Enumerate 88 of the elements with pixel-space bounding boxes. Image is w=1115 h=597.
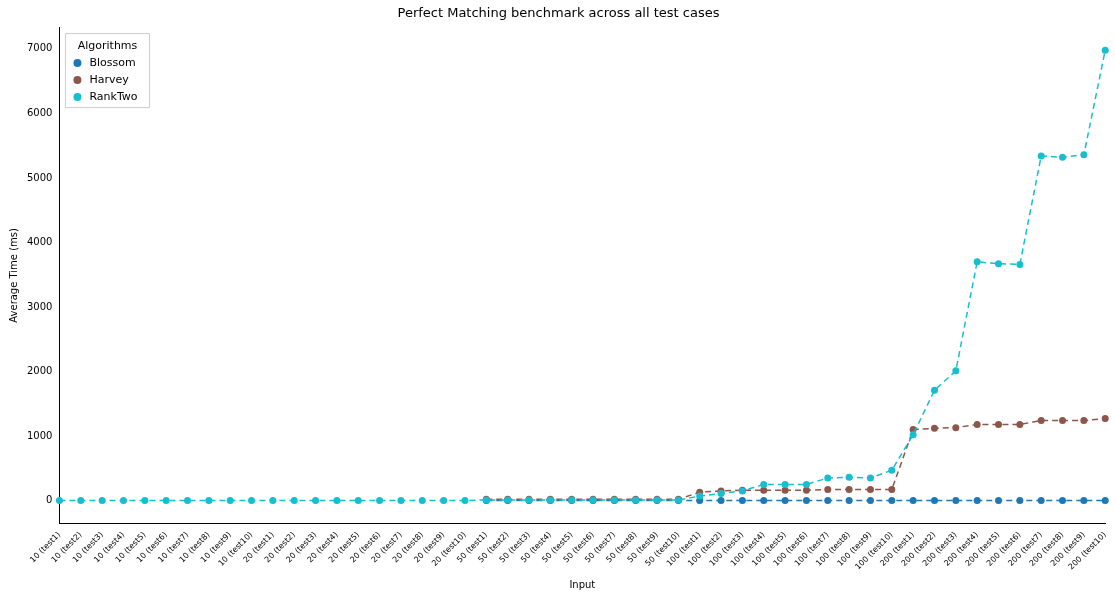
point	[781, 486, 789, 494]
point	[866, 497, 874, 505]
x-axis-title: Input	[569, 578, 596, 590]
point	[1037, 152, 1045, 160]
point	[973, 258, 981, 266]
point	[226, 497, 234, 505]
point	[930, 497, 938, 505]
point	[1101, 415, 1109, 423]
point	[205, 497, 213, 505]
point	[995, 420, 1002, 428]
point	[1101, 497, 1109, 505]
point	[1080, 497, 1088, 505]
point	[888, 497, 896, 505]
point	[1037, 417, 1045, 425]
point	[1101, 46, 1109, 54]
y-tick-label: 3000	[27, 300, 53, 312]
point	[760, 480, 768, 488]
point	[1080, 417, 1088, 425]
point	[119, 497, 127, 505]
point	[973, 420, 981, 428]
point	[333, 497, 341, 505]
legend-label: Harvey	[89, 72, 130, 86]
point	[1080, 151, 1088, 159]
point	[781, 480, 789, 488]
point	[1059, 153, 1067, 161]
point	[760, 497, 768, 505]
y-tick-label: 6000	[27, 107, 53, 119]
point	[290, 497, 298, 505]
point	[184, 497, 191, 505]
point	[738, 497, 746, 505]
point	[354, 497, 362, 505]
point	[1016, 420, 1024, 428]
point	[1016, 497, 1024, 505]
point	[888, 486, 896, 494]
point	[824, 486, 832, 494]
point	[1016, 260, 1024, 268]
y-axis-title: Average Time (ms)	[7, 227, 19, 323]
y-tick-label: 0	[46, 494, 53, 506]
point	[98, 497, 106, 505]
point	[995, 497, 1002, 505]
point	[461, 497, 469, 505]
point	[376, 497, 384, 505]
point	[760, 486, 768, 494]
y-tick-label: 7000	[27, 42, 53, 54]
point	[141, 497, 149, 505]
point	[418, 497, 426, 505]
point	[930, 424, 938, 432]
point	[909, 431, 917, 439]
point	[397, 497, 405, 505]
point	[888, 466, 896, 474]
point	[696, 492, 704, 500]
point	[1037, 497, 1045, 505]
point	[952, 497, 960, 505]
point	[77, 497, 85, 505]
point	[802, 486, 810, 494]
point	[845, 497, 853, 505]
legend-title: Algorithms	[77, 38, 138, 52]
point	[866, 486, 874, 494]
y-tick-label: 1000	[27, 429, 53, 441]
point	[162, 497, 170, 505]
point	[909, 497, 917, 505]
y-tick-label: 4000	[27, 236, 53, 248]
point	[781, 497, 789, 505]
y-tick-label: 2000	[27, 365, 53, 377]
point	[1059, 417, 1067, 425]
point	[952, 367, 960, 375]
point	[973, 497, 981, 505]
point	[802, 497, 810, 505]
point	[824, 497, 832, 505]
point	[1059, 497, 1067, 505]
point	[995, 260, 1002, 268]
point	[248, 497, 256, 505]
legend-label: Blossom	[89, 55, 136, 69]
legend-label: RankTwo	[89, 89, 138, 103]
point	[440, 497, 448, 505]
point	[269, 497, 277, 505]
point	[55, 497, 63, 505]
point	[717, 497, 725, 505]
point	[952, 424, 960, 432]
point	[845, 486, 853, 494]
point	[312, 497, 320, 505]
point	[802, 480, 810, 488]
point	[845, 473, 853, 481]
point	[930, 386, 938, 394]
point	[866, 474, 874, 482]
point	[824, 474, 832, 482]
chart-title: Perfect Matching benchmark across all test cases	[397, 5, 720, 21]
y-tick-label: 5000	[27, 171, 53, 183]
